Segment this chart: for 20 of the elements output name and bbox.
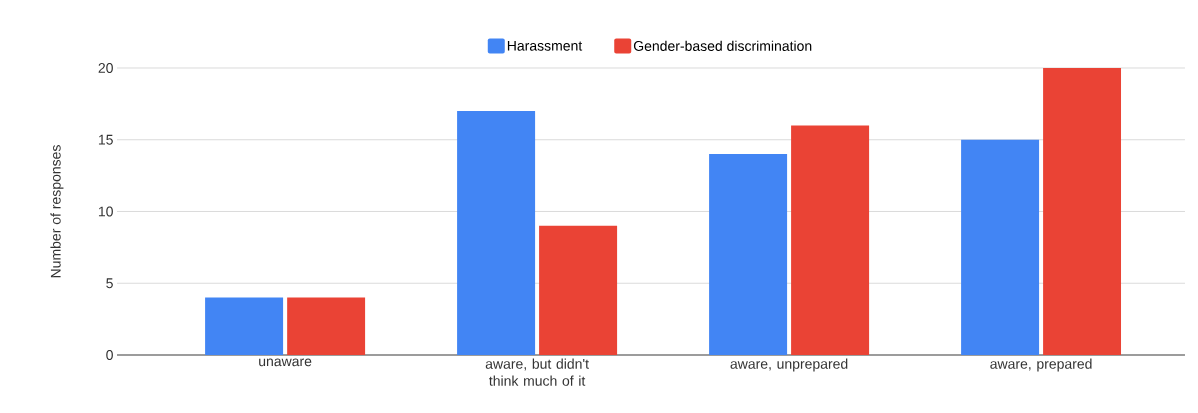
x-tick-label: aware, unprepared [730, 358, 848, 372]
bar [539, 225, 618, 355]
bar [1043, 68, 1122, 355]
x-tick-label: aware, but didn't think much of it [485, 358, 589, 386]
x-tick-label: unaware [259, 358, 312, 367]
bar [457, 111, 536, 355]
y-tick-label: 15 [98, 134, 113, 145]
bar [961, 139, 1040, 355]
bar [287, 297, 366, 355]
legend-label: Harassment [507, 40, 583, 51]
bar [205, 297, 284, 355]
bar [709, 154, 788, 355]
bar [791, 125, 870, 355]
x-tick-label: aware, prepared [990, 358, 1092, 372]
y-axis-title: Number of responses [50, 145, 64, 278]
legend-label: Gender-based discrimination [633, 40, 812, 51]
y-tick-label: 10 [98, 206, 113, 217]
y-tick-label: 5 [106, 278, 113, 289]
y-tick-label: 0 [106, 350, 113, 360]
y-tick-label: 20 [98, 63, 113, 73]
